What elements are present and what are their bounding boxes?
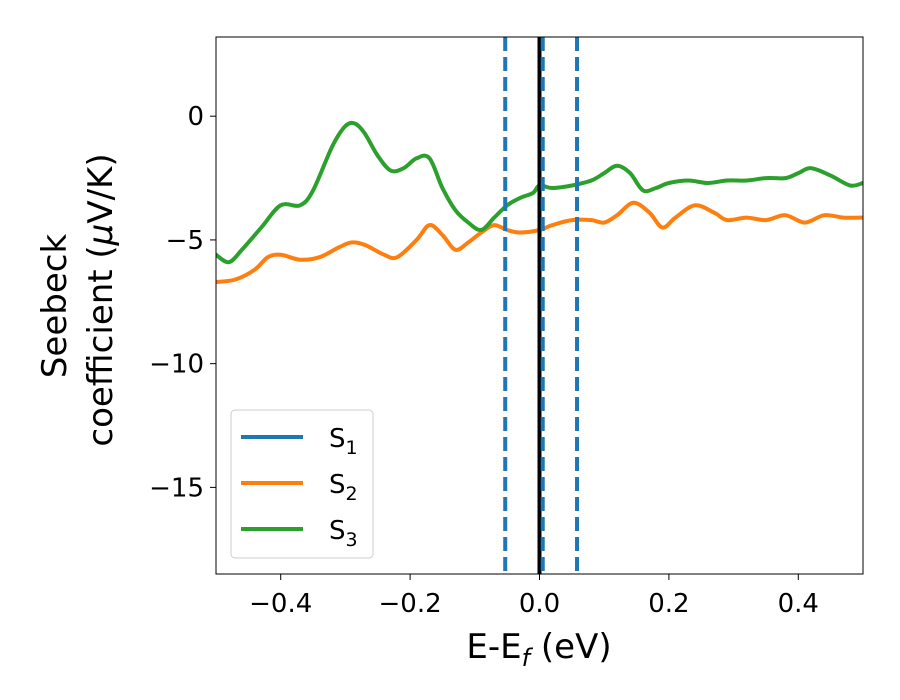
x-tick-label: 0.2 [648, 589, 689, 619]
y-axis-ticks: 0 −5 −10 −15 [149, 102, 216, 503]
x-tick-label: −0.2 [379, 589, 442, 619]
y-axis-label-line2: coefficient (μV/K) [81, 153, 121, 446]
y-tick-label: −10 [149, 350, 204, 380]
y-tick-label: 0 [187, 102, 204, 132]
legend-entry-s3: S3 [241, 516, 358, 551]
x-tick-label: −0.4 [249, 589, 312, 619]
legend: S1 S2 S3 [230, 409, 374, 559]
x-tick-label: 0.4 [778, 589, 819, 619]
series-layer [216, 120, 863, 284]
x-tick-label: 0.0 [519, 589, 560, 619]
legend-entry-s1: S1 [241, 424, 358, 459]
vline-layer [503, 37, 580, 574]
y-tick-label: −15 [149, 473, 204, 503]
legend-entry-s2: S2 [241, 470, 358, 505]
x-axis-ticks: −0.4 −0.2 0.0 0.2 0.4 [249, 574, 819, 619]
series-line-s2 [216, 200, 863, 284]
legend-label: S2 [329, 470, 358, 505]
y-axis-label-line1: Seebeck [35, 234, 75, 379]
series-line-s3 [216, 120, 863, 265]
legend-label: S3 [329, 516, 358, 551]
legend-label: S1 [329, 424, 358, 459]
y-axis-label: Seebeck coefficient (μV/K) [35, 153, 121, 446]
y-tick-label: −5 [166, 226, 204, 256]
x-axis-label: E-Ef (eV) [466, 627, 611, 672]
